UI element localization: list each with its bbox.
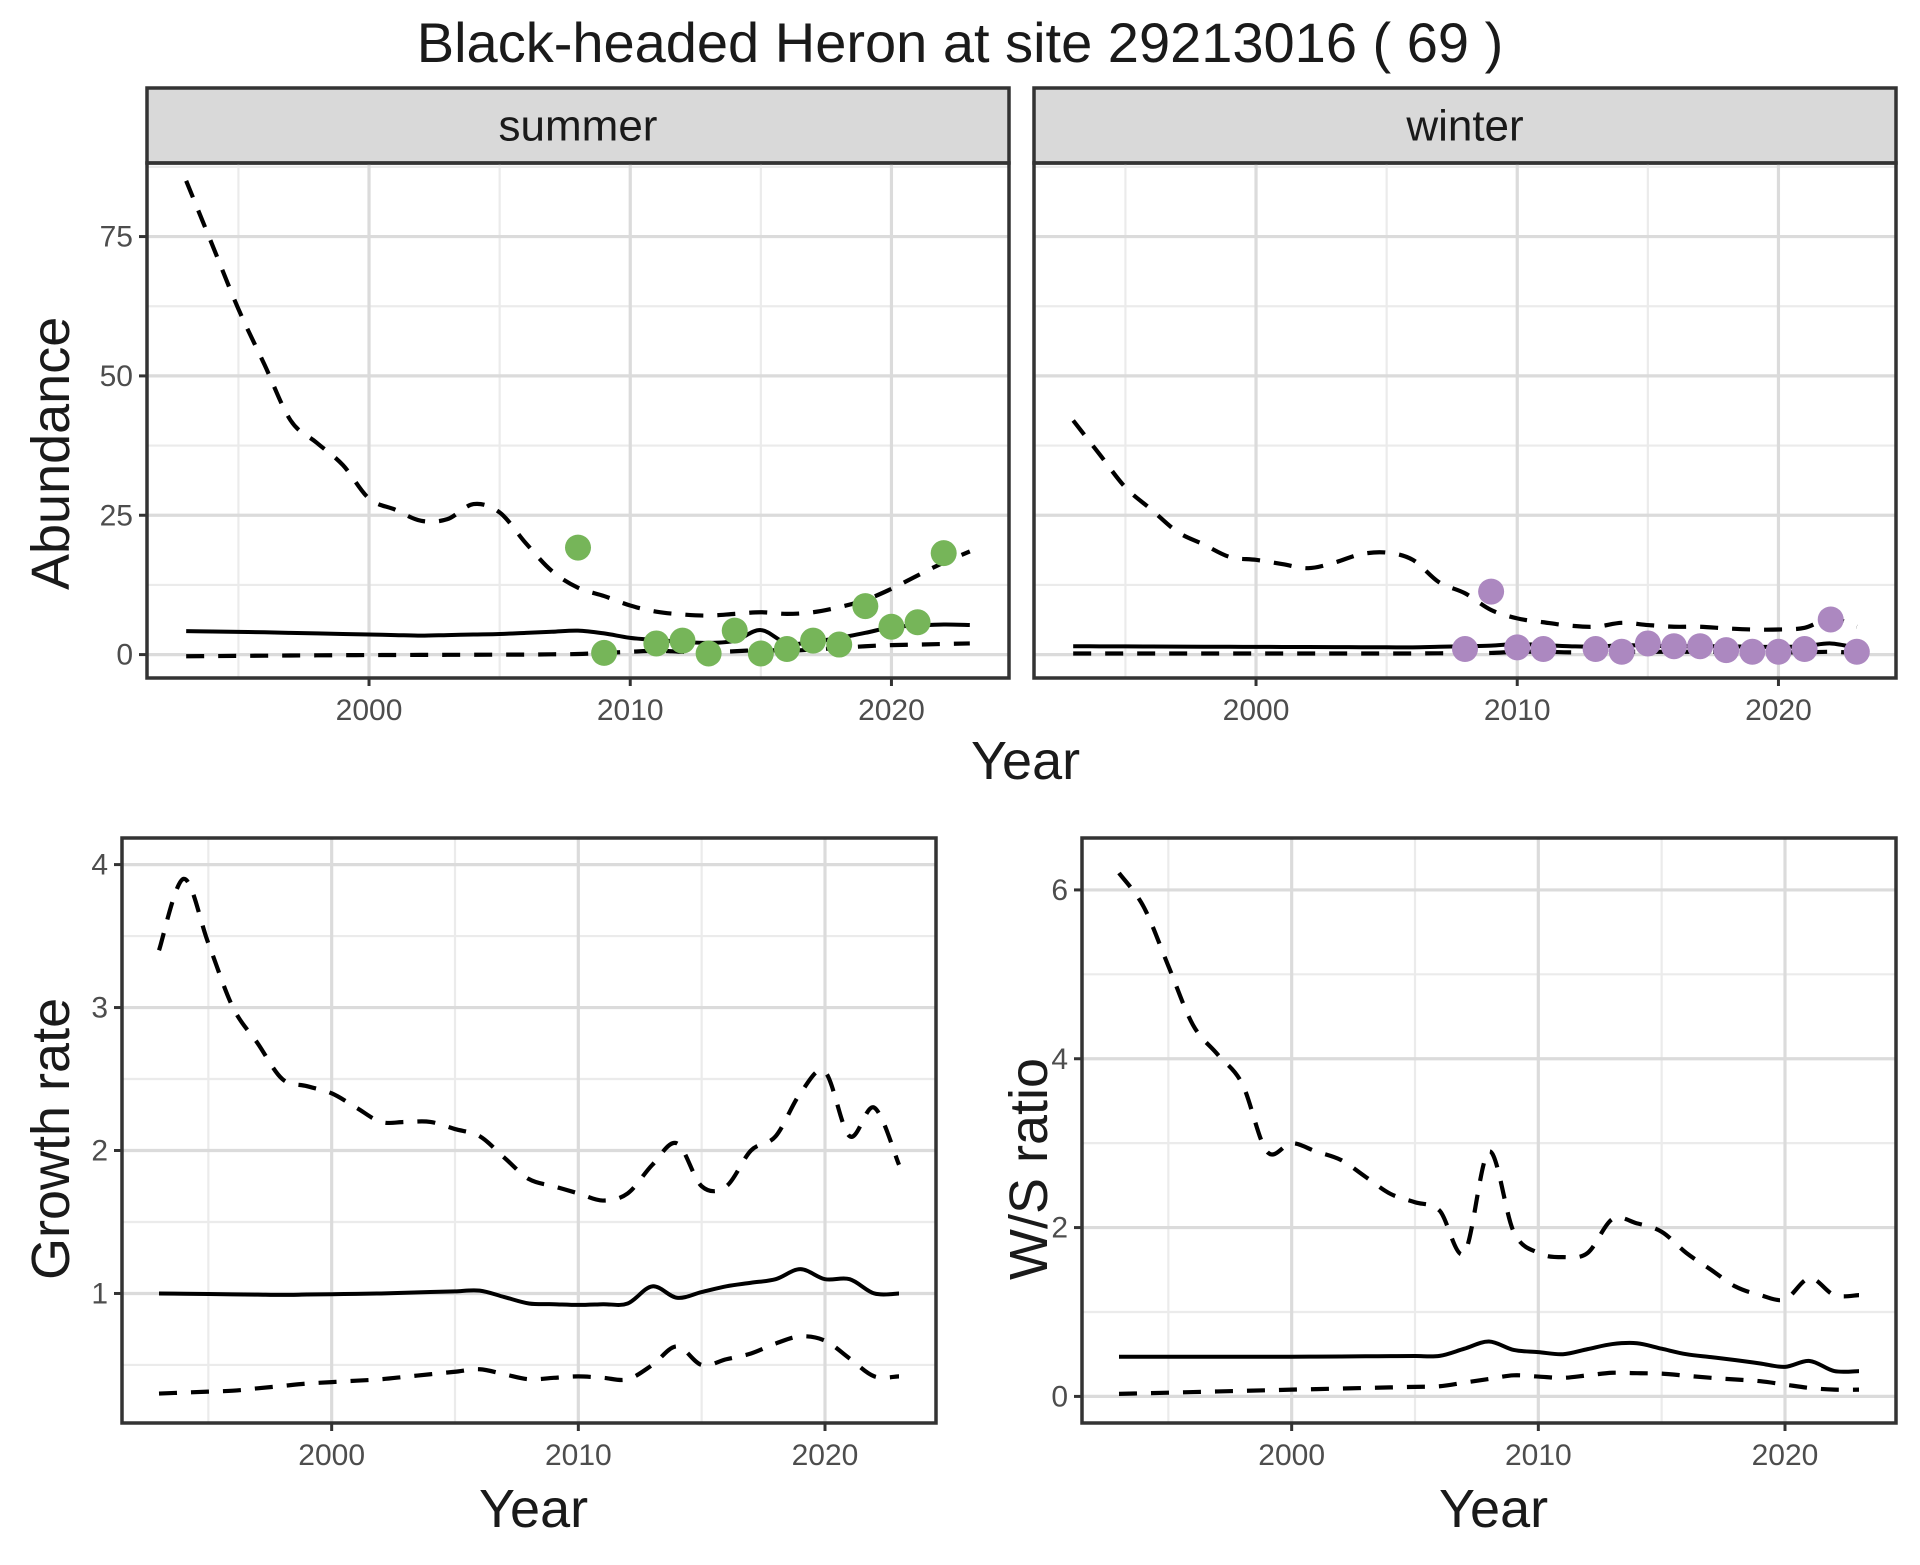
svg-text:75: 75 [100,221,133,254]
svg-text:2: 2 [91,1135,108,1168]
svg-text:2010: 2010 [597,694,664,727]
svg-text:2010: 2010 [545,1439,612,1472]
svg-text:Black-headed Heron at site 292: Black-headed Heron at site 29213016 ( 69… [417,11,1503,74]
svg-text:2020: 2020 [1745,694,1812,727]
svg-text:0: 0 [1051,1380,1068,1413]
svg-text:50: 50 [100,360,133,393]
svg-text:2010: 2010 [1484,694,1551,727]
svg-text:winter: winter [1405,102,1523,151]
svg-text:3: 3 [91,992,108,1025]
svg-text:2000: 2000 [298,1439,365,1472]
svg-text:2010: 2010 [1505,1439,1572,1472]
svg-text:2020: 2020 [792,1439,859,1472]
svg-text:2000: 2000 [1258,1439,1325,1472]
svg-text:summer: summer [499,102,658,151]
svg-text:1: 1 [91,1277,108,1310]
svg-text:6: 6 [1051,874,1068,907]
svg-text:2020: 2020 [1752,1439,1819,1472]
svg-text:2000: 2000 [1223,694,1290,727]
svg-text:2000: 2000 [336,694,403,727]
svg-text:25: 25 [100,499,133,532]
svg-text:2020: 2020 [858,694,925,727]
svg-text:0: 0 [116,639,133,672]
svg-text:4: 4 [91,849,108,882]
